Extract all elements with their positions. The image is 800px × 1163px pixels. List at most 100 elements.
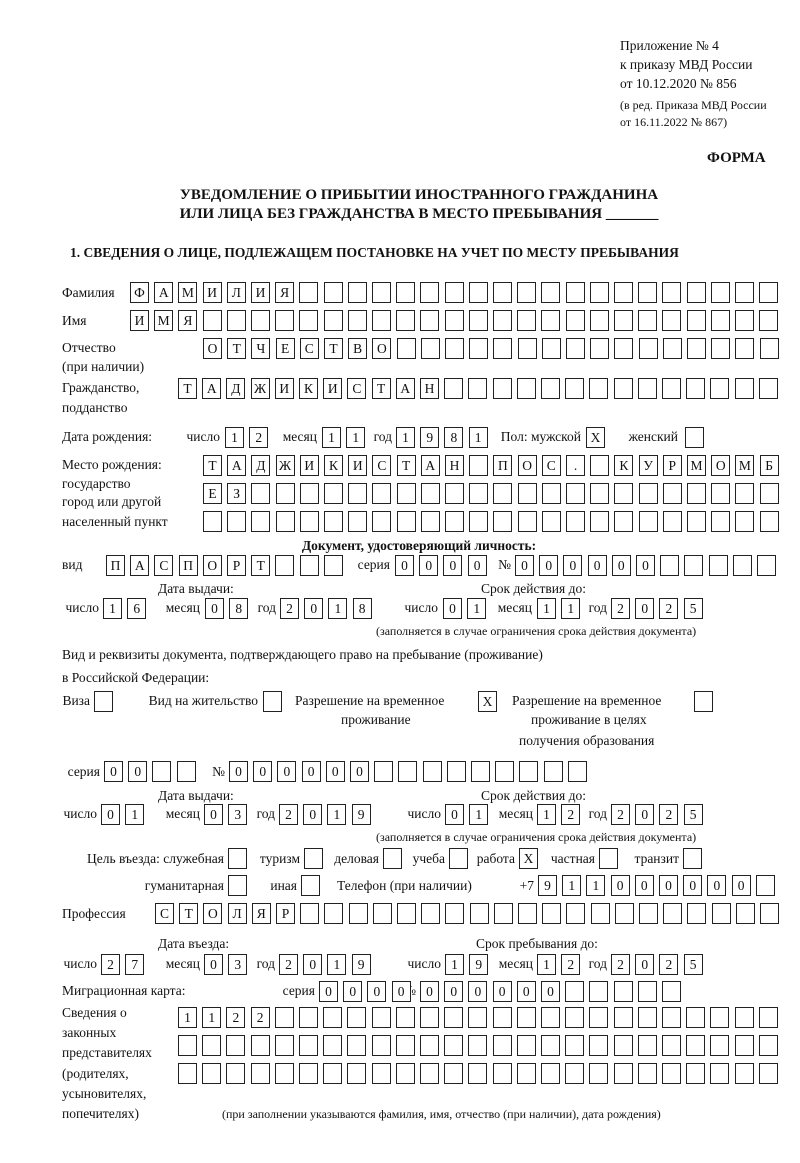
char-box[interactable] — [613, 378, 633, 399]
char-box[interactable] — [662, 1035, 681, 1056]
char-box[interactable] — [323, 1035, 343, 1056]
char-box[interactable]: 0 — [419, 555, 439, 576]
char-box[interactable]: Ж — [275, 455, 295, 476]
char-box[interactable] — [445, 511, 464, 532]
char-box[interactable] — [251, 310, 270, 331]
checkbox[interactable]: X — [478, 691, 497, 712]
char-box[interactable]: 0 — [636, 555, 655, 576]
char-box[interactable] — [684, 555, 704, 576]
char-box[interactable] — [662, 378, 681, 399]
checkbox[interactable] — [694, 691, 713, 712]
checkbox[interactable]: X — [586, 427, 605, 448]
char-box[interactable]: Я — [178, 310, 198, 331]
char-box[interactable]: 0 — [204, 804, 223, 825]
char-box[interactable] — [708, 555, 728, 576]
char-box[interactable] — [226, 1035, 246, 1056]
char-box[interactable] — [686, 282, 706, 303]
char-box[interactable]: М — [735, 455, 755, 476]
char-box[interactable] — [757, 555, 776, 576]
char-box[interactable]: Р — [662, 455, 682, 476]
char-box[interactable] — [420, 511, 440, 532]
char-box[interactable] — [590, 483, 610, 504]
char-box[interactable] — [468, 378, 488, 399]
char-box[interactable]: 1 — [445, 954, 464, 975]
char-box[interactable] — [420, 310, 440, 331]
char-box[interactable] — [758, 1063, 778, 1084]
char-box[interactable] — [543, 761, 563, 782]
char-box[interactable] — [445, 338, 464, 359]
char-box[interactable]: 9 — [351, 804, 371, 825]
char-box[interactable] — [687, 483, 706, 504]
char-box[interactable] — [732, 555, 752, 576]
char-box[interactable] — [299, 483, 319, 504]
char-box[interactable]: 2 — [250, 1007, 270, 1028]
char-box[interactable] — [638, 282, 658, 303]
char-box[interactable] — [445, 903, 465, 924]
char-box[interactable] — [590, 338, 610, 359]
char-box[interactable]: 1 — [396, 427, 415, 448]
char-box[interactable] — [711, 903, 731, 924]
char-box[interactable] — [687, 903, 707, 924]
char-box[interactable]: 2 — [561, 954, 581, 975]
checkbox[interactable] — [228, 848, 247, 869]
char-box[interactable] — [299, 1007, 318, 1028]
char-box[interactable] — [517, 338, 537, 359]
char-box[interactable]: 1 — [327, 954, 347, 975]
char-box[interactable] — [662, 1007, 681, 1028]
checkbox[interactable] — [301, 875, 320, 896]
char-box[interactable] — [420, 338, 440, 359]
char-box[interactable] — [686, 1007, 706, 1028]
char-box[interactable]: 0 — [325, 761, 345, 782]
char-box[interactable]: 0 — [467, 555, 487, 576]
char-box[interactable]: 2 — [280, 598, 299, 619]
char-box[interactable] — [518, 903, 537, 924]
checkbox[interactable] — [599, 848, 618, 869]
char-box[interactable] — [639, 903, 658, 924]
char-box[interactable] — [589, 1007, 609, 1028]
char-box[interactable] — [760, 903, 779, 924]
char-box[interactable] — [755, 875, 775, 896]
char-box[interactable]: О — [203, 338, 222, 359]
char-box[interactable] — [662, 981, 681, 1002]
char-box[interactable]: 2 — [659, 804, 679, 825]
char-box[interactable] — [735, 903, 755, 924]
char-box[interactable] — [492, 1007, 512, 1028]
checkbox[interactable] — [449, 848, 468, 869]
char-box[interactable]: Ч — [251, 338, 271, 359]
char-box[interactable] — [471, 761, 490, 782]
char-box[interactable] — [300, 903, 320, 924]
char-box[interactable] — [444, 1007, 464, 1028]
char-box[interactable] — [492, 1035, 512, 1056]
char-box[interactable]: С — [372, 455, 392, 476]
char-box[interactable]: 0 — [445, 804, 464, 825]
char-box[interactable]: А — [227, 455, 247, 476]
char-box[interactable] — [396, 511, 416, 532]
char-box[interactable]: И — [251, 282, 270, 303]
char-box[interactable]: К — [299, 378, 318, 399]
char-box[interactable] — [613, 1035, 633, 1056]
char-box[interactable]: Ж — [250, 378, 270, 399]
char-box[interactable] — [323, 555, 343, 576]
char-box[interactable]: М — [687, 455, 706, 476]
char-box[interactable] — [324, 511, 343, 532]
char-box[interactable] — [492, 1063, 512, 1084]
char-box[interactable] — [299, 511, 319, 532]
char-box[interactable]: 8 — [352, 598, 372, 619]
char-box[interactable] — [686, 378, 706, 399]
char-box[interactable]: 0 — [204, 954, 223, 975]
checkbox[interactable] — [683, 848, 702, 869]
char-box[interactable]: 9 — [469, 954, 489, 975]
char-box[interactable]: 8 — [444, 427, 464, 448]
char-box[interactable] — [541, 338, 561, 359]
char-box[interactable] — [395, 1007, 415, 1028]
char-box[interactable] — [468, 282, 488, 303]
char-box[interactable]: М — [178, 282, 198, 303]
char-box[interactable] — [662, 483, 682, 504]
char-box[interactable] — [178, 1035, 197, 1056]
char-box[interactable] — [711, 511, 731, 532]
char-box[interactable] — [759, 282, 779, 303]
char-box[interactable] — [274, 1035, 294, 1056]
char-box[interactable]: 1 — [537, 598, 556, 619]
char-box[interactable]: 0 — [659, 875, 678, 896]
char-box[interactable] — [396, 310, 416, 331]
